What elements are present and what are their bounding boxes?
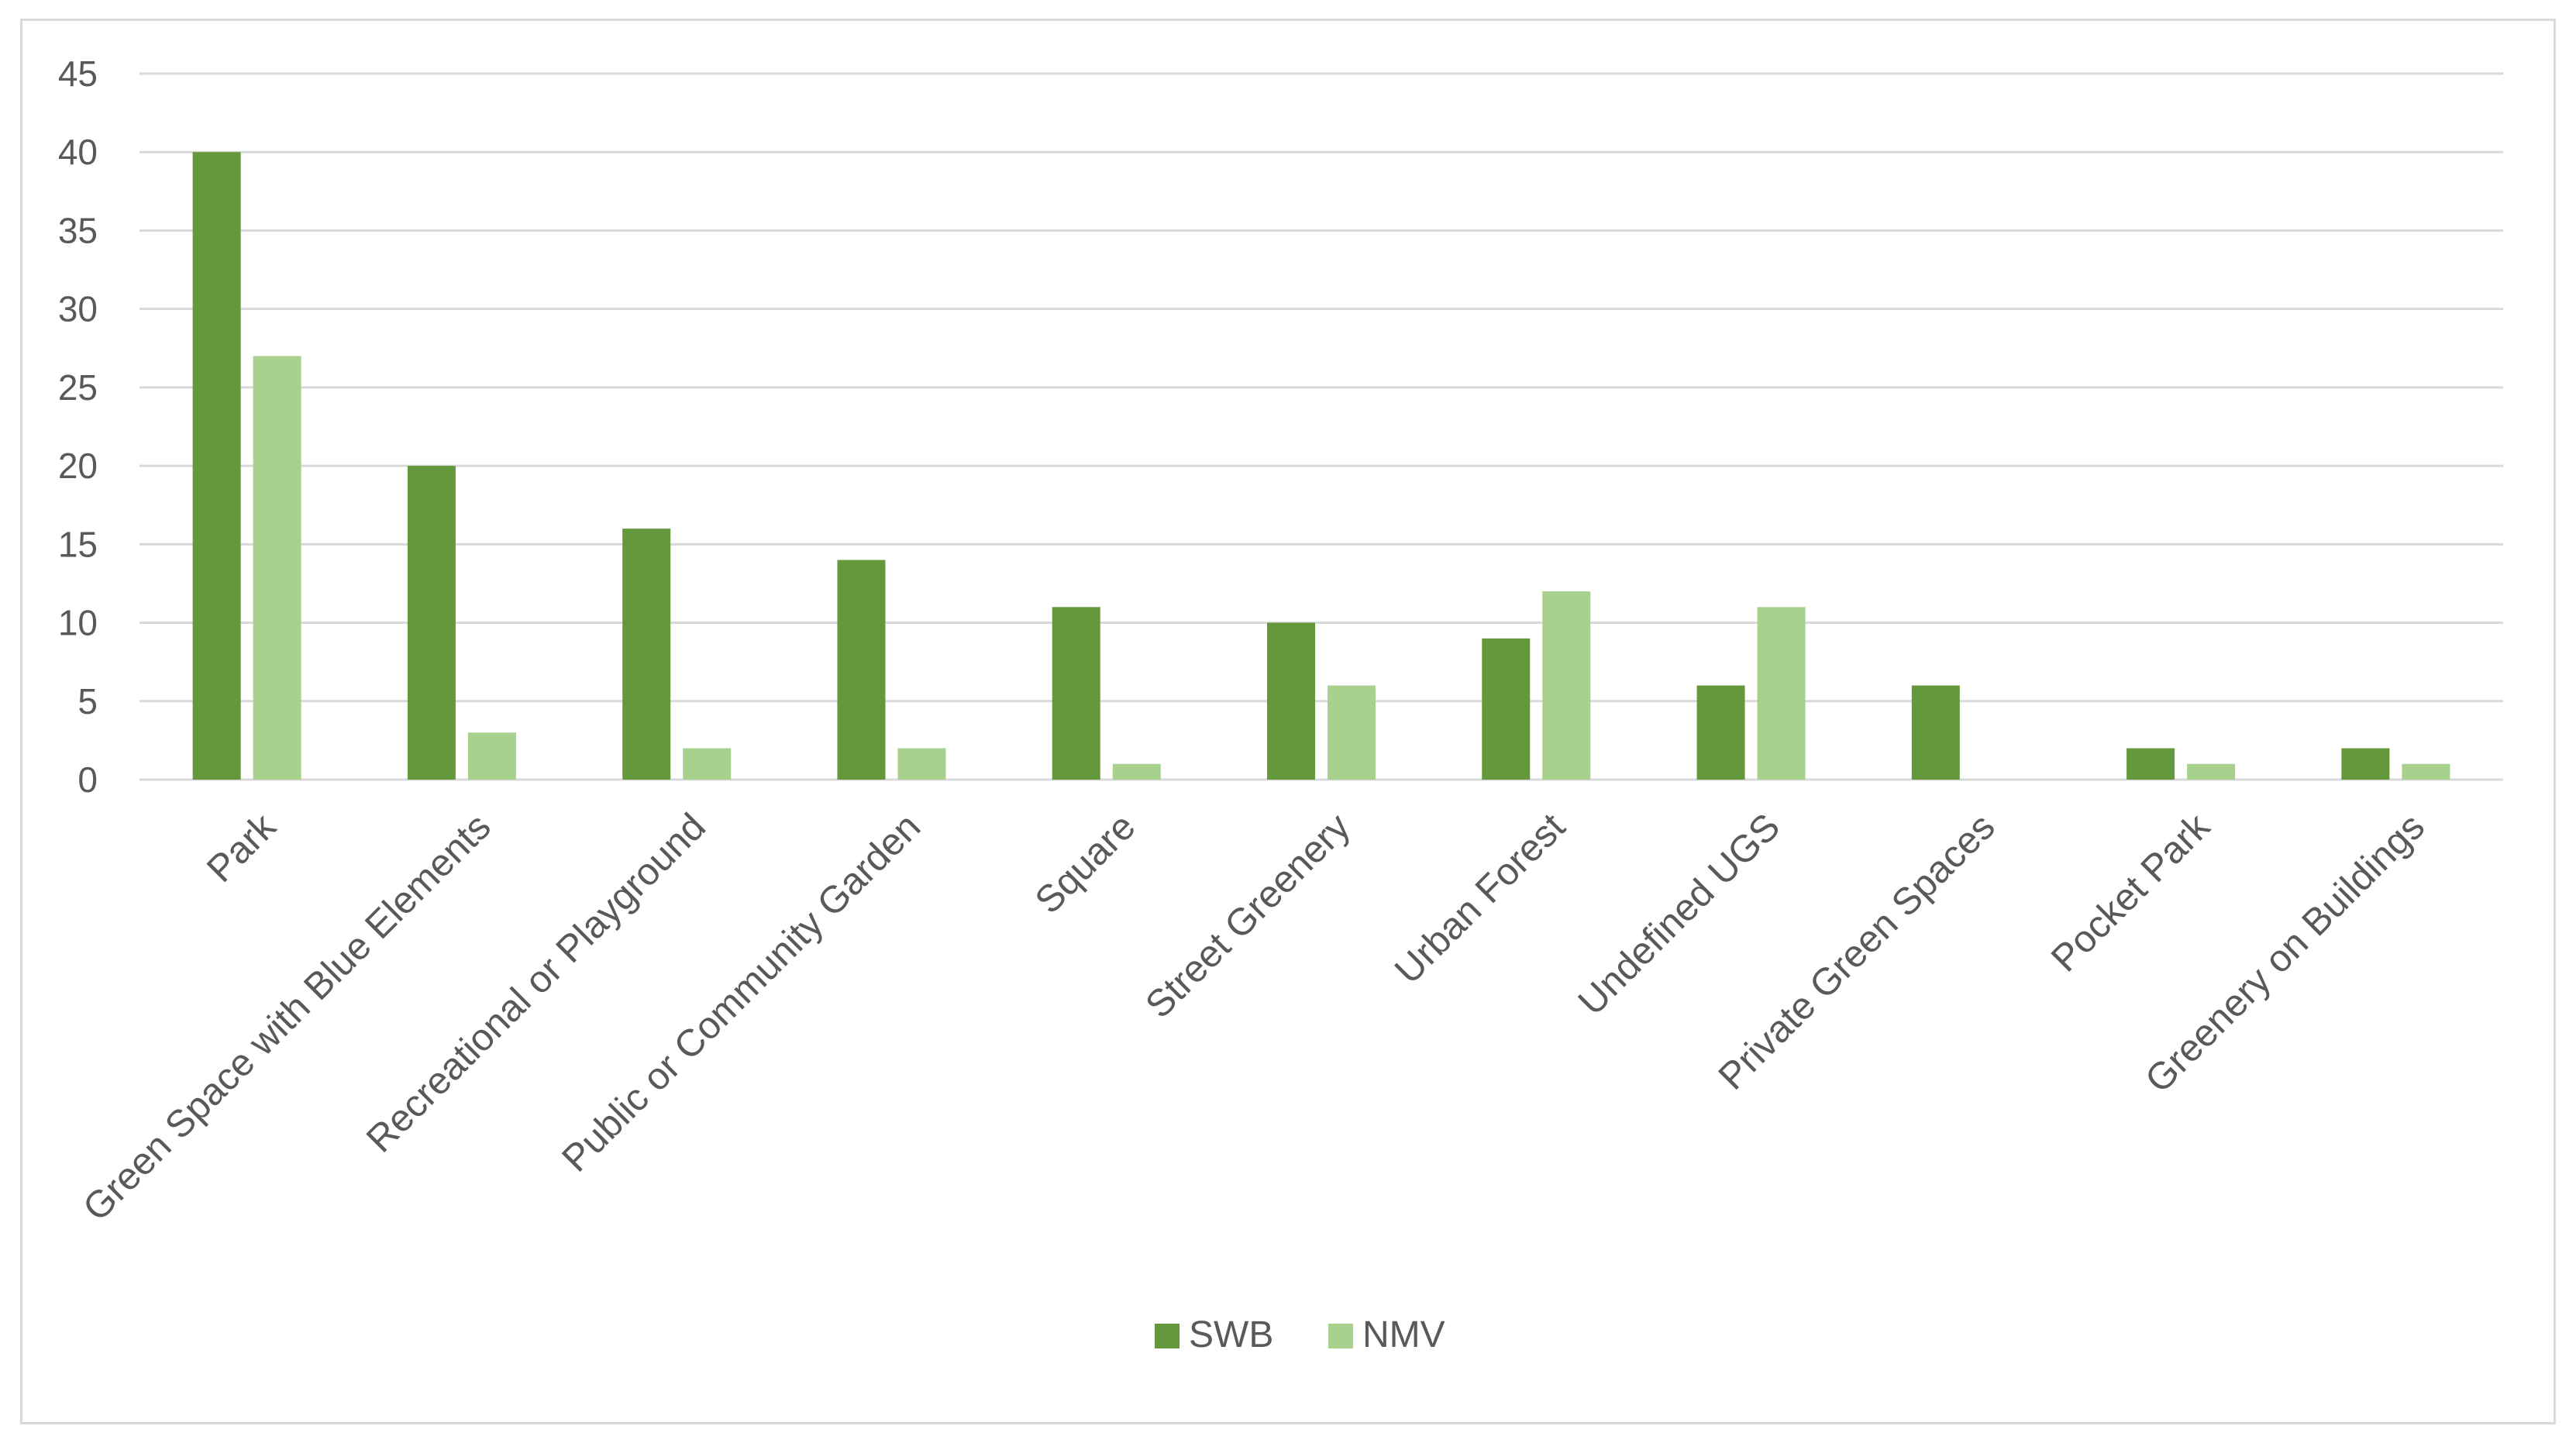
bar-nmv-1 (467, 732, 516, 780)
y-tick-label: 35 (58, 210, 98, 250)
bar-swb-3 (837, 560, 886, 780)
category-label: Park (199, 805, 284, 890)
bar-nmv-3 (897, 748, 946, 780)
legend-swatch-swb (1155, 1324, 1180, 1348)
bar-nmv-4 (1112, 763, 1161, 780)
bar-swb-0 (192, 152, 241, 780)
category-label: Recreational or Playground (359, 806, 714, 1161)
y-axis-tick-labels: 0 5 10 15 20 25 30 35 40 45 (58, 53, 98, 800)
category-label: Pocket Park (2044, 805, 2218, 980)
y-tick-label: 25 (58, 367, 98, 408)
bar-swb-1 (407, 466, 456, 780)
bar-swb-4 (1052, 607, 1100, 780)
y-tick-label: 40 (58, 132, 98, 172)
y-tick-label: 10 (58, 603, 98, 643)
bar-swb-7 (1696, 685, 1745, 780)
legend-swatch-nmv (1328, 1324, 1353, 1348)
bar-nmv-6 (1542, 591, 1591, 780)
category-label: Public or Community Garden (554, 806, 928, 1180)
bar-swb-6 (1482, 638, 1531, 780)
category-label: Urban Forest (1387, 805, 1574, 992)
legend-label-swb: SWB (1189, 1314, 1273, 1355)
y-tick-label: 30 (58, 289, 98, 329)
bar-swb-8 (1911, 685, 1960, 780)
bar-swb-9 (2127, 748, 2175, 780)
bars (192, 152, 2450, 780)
y-tick-label: 0 (77, 759, 98, 800)
y-tick-label: 15 (58, 524, 98, 564)
legend-label-nmv: NMV (1362, 1314, 1445, 1355)
bar-nmv-10 (2402, 763, 2450, 780)
category-label: Square (1028, 806, 1144, 922)
bar-swb-5 (1267, 622, 1315, 780)
bar-nmv-9 (2187, 763, 2236, 780)
y-tick-label: 45 (58, 53, 98, 94)
y-tick-label: 5 (77, 681, 98, 722)
category-label: Green Space with Blue Elements (75, 806, 499, 1230)
category-label: Street Greenery (1138, 805, 1359, 1026)
bar-nmv-0 (253, 356, 301, 780)
bar-nmv-2 (683, 748, 732, 780)
gridlines (139, 72, 2503, 781)
y-tick-label: 20 (58, 446, 98, 486)
category-label: Undefined UGS (1570, 806, 1788, 1024)
legend: SWB NMV (1155, 1314, 1445, 1355)
bar-swb-10 (2341, 748, 2390, 780)
bar-nmv-5 (1328, 685, 1376, 780)
bar-swb-2 (622, 529, 671, 780)
bar-nmv-7 (1757, 607, 1806, 780)
